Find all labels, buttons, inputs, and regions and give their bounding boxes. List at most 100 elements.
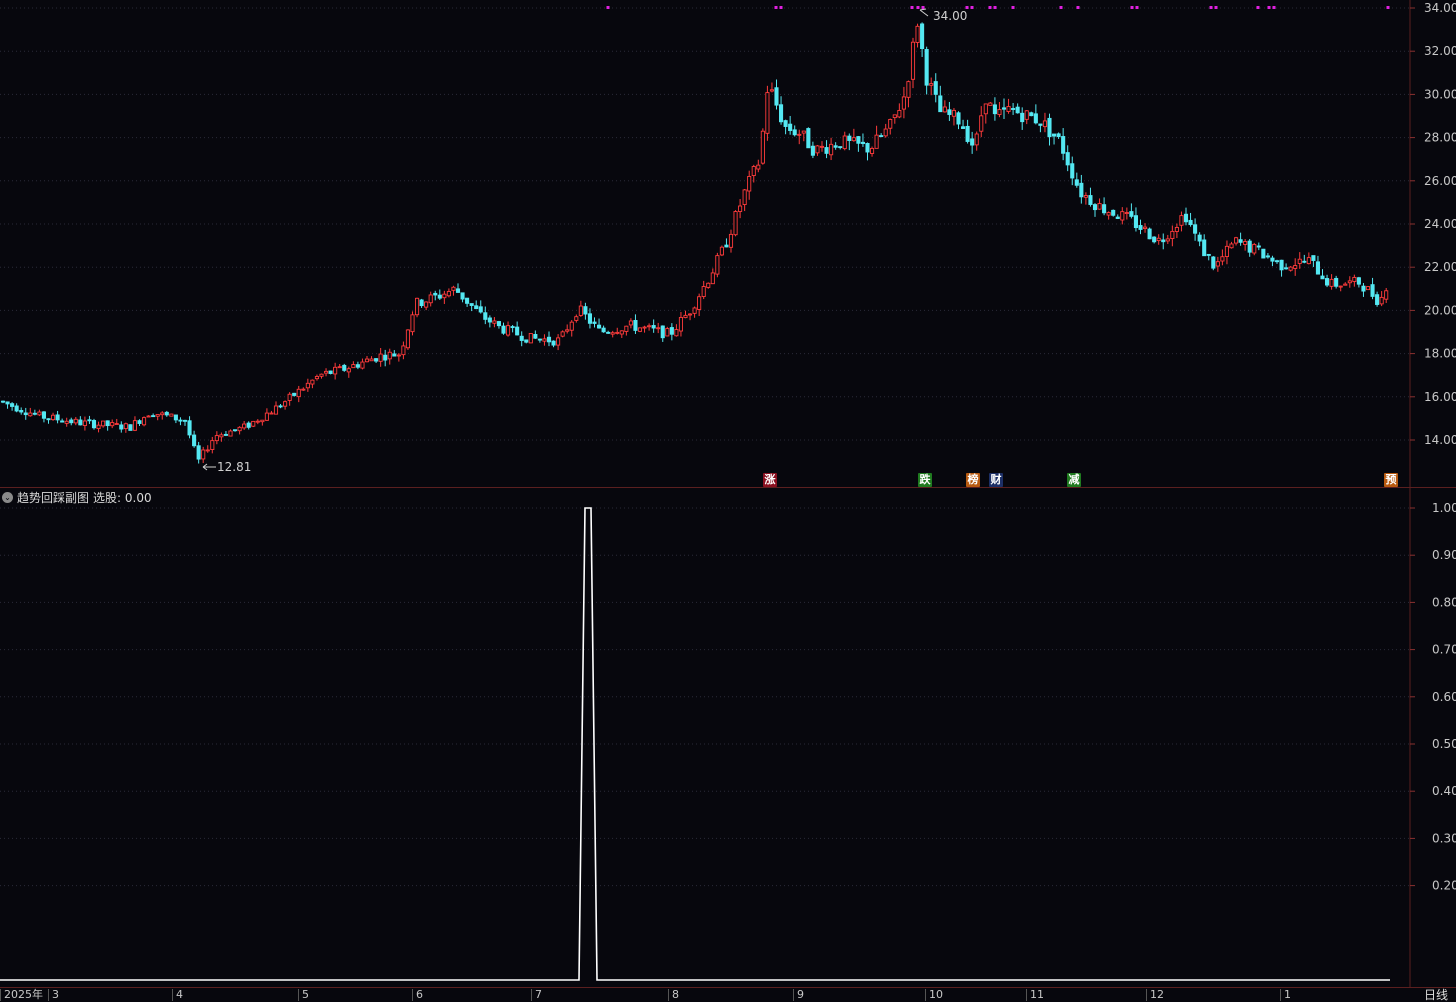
candle [906,80,911,108]
candle [264,408,269,421]
candle [829,137,834,161]
collapse-icon[interactable]: ⌄ [2,491,13,503]
candle [1001,98,1007,119]
candle [1042,112,1047,133]
candle [55,410,60,424]
candlestick-chart[interactable]: 34.00 32.00 30.00 28.00 26.00 24.00 22.00 20.00… [0,0,1456,488]
candle [205,445,210,453]
candle [1106,211,1111,220]
candle [1233,236,1239,246]
sub-y-axis-label: 0.40 [1432,784,1456,798]
candle [201,446,206,463]
sub-chart-header: ⌄ 趋势回踩副图 选股: 0.00 [2,489,152,505]
candle [1029,111,1034,117]
candle [46,418,51,424]
candle [346,366,351,378]
event-tag[interactable]: 减 [1067,473,1081,487]
candle [901,86,906,119]
candle [5,401,10,409]
candle [701,280,706,300]
candle [1047,113,1052,146]
candle [187,416,192,439]
candle [424,301,429,311]
candle [178,417,183,426]
candle [64,417,69,427]
candle [73,416,78,426]
candle [870,146,875,157]
candle [910,37,916,89]
candle [842,131,847,151]
indicator-series-line [0,507,1390,981]
y-axis-label: 34.00 [1424,1,1456,15]
candle [1015,103,1020,114]
candle [1111,209,1116,217]
candle [692,306,697,318]
candle [947,101,952,121]
period-button[interactable]: 日线 [1424,988,1449,1002]
candle [546,331,552,347]
candle [1338,285,1343,292]
candle [369,356,374,362]
candle [1161,233,1166,250]
event-tag[interactable]: 预 [1384,473,1398,487]
candle [565,324,570,334]
event-tag[interactable]: 榜 [966,473,980,487]
candle [232,429,238,432]
date-axis-label: 10 [925,989,943,1001]
event-tag[interactable]: 财 [989,473,1003,487]
candle [1061,128,1066,161]
candle [324,368,329,377]
candle [628,318,633,329]
candle [560,330,565,338]
candle [970,131,975,154]
candle [255,419,260,425]
candle [1347,276,1352,288]
candle [1202,234,1207,257]
candle [1247,239,1252,257]
candle [592,317,597,328]
candle [992,97,997,121]
candle [91,418,97,430]
candle [1238,232,1243,246]
candle [123,422,128,433]
candle [856,135,861,152]
candle [1174,223,1179,239]
candle [1120,207,1125,225]
candle [683,310,688,319]
candle [296,385,301,403]
candle [1024,110,1029,125]
candle [305,378,310,392]
candle [1361,282,1366,297]
candle [1302,254,1307,264]
candle [492,317,497,328]
sub-y-axis-label: 0.80 [1432,595,1456,609]
candle [192,430,197,448]
event-tag[interactable]: 涨 [763,473,777,487]
candle [155,414,160,421]
candle [1020,107,1025,130]
candle [1261,248,1266,259]
y-axis-label: 28.00 [1424,131,1456,145]
candle [210,436,215,454]
candle [965,119,970,144]
candle [1320,269,1325,280]
candle [537,338,542,343]
candle [10,402,15,411]
candle [164,410,169,417]
candle [774,79,779,110]
signal-marker [1011,6,1015,9]
candle [738,199,743,219]
candle [847,133,852,151]
indicator-sub-chart[interactable]: 1.00 0.90 0.80 0.70 0.60 0.50 0.40 0.30 0.20 [0,488,1456,988]
candle [597,318,602,329]
candle [979,106,984,138]
candle [273,401,279,415]
candle [51,412,56,421]
candle [1279,259,1284,277]
event-tag[interactable]: 跌 [918,473,932,487]
date-axis-label: 11 [1026,989,1044,1001]
candle [1274,259,1280,264]
candle [1079,174,1084,204]
signal-marker [970,6,974,9]
